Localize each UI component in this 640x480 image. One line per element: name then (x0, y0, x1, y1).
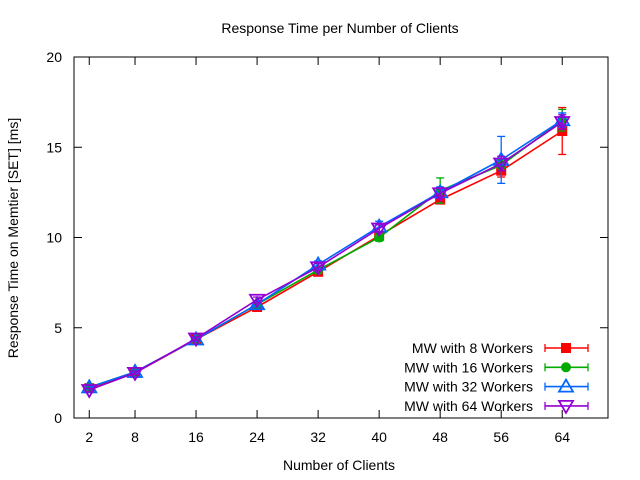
legend-item: MW with 16 Workers (404, 359, 589, 375)
x-tick-label: 56 (493, 429, 509, 445)
chart-title: Response Time per Number of Clients (221, 20, 458, 36)
x-tick-label: 48 (432, 429, 448, 445)
x-tick-label: 24 (249, 429, 265, 445)
data-point (370, 222, 388, 238)
legend-label: MW with 32 Workers (404, 379, 533, 395)
legend-label: MW with 16 Workers (404, 359, 533, 375)
data-point (187, 332, 205, 348)
data-point (248, 295, 266, 311)
y-tick-label: 20 (46, 49, 62, 65)
legend: MW with 8 Workers MW with 16 Workers MW wi… (404, 340, 589, 415)
y-axis-label: Response Time on Memtier [SET] [ms] (5, 118, 21, 358)
x-axis-label: Number of Clients (283, 457, 395, 473)
legend-item: MW with 32 Workers (404, 377, 589, 395)
x-tick-label: 64 (554, 429, 570, 445)
legend-swatch-marker (561, 362, 571, 373)
x-tick-label: 2 (85, 429, 93, 445)
axis-ticks (74, 56, 608, 419)
data-point (80, 384, 98, 399)
legend-item: MW with 64 Workers (404, 398, 589, 415)
x-tick-label: 16 (188, 429, 204, 445)
legend-label: MW with 8 Workers (412, 340, 533, 356)
legend-swatch-marker (557, 399, 575, 415)
data-point (126, 366, 144, 382)
tick-labels: 2 8 16 24 32 40 48 56 64 0 5 10 15 20 (46, 49, 570, 445)
y-tick-label: 0 (54, 410, 62, 426)
y-tick-label: 15 (46, 139, 62, 155)
legend-item: MW with 8 Workers (412, 340, 589, 356)
data-point (374, 232, 385, 243)
y-tick-label: 10 (46, 230, 62, 246)
data-point (309, 261, 327, 277)
data-point (431, 187, 449, 203)
x-tick-label: 40 (371, 429, 387, 445)
x-tick-label: 32 (310, 429, 326, 445)
series-4 (80, 114, 571, 399)
data-point (248, 293, 266, 309)
legend-label: MW with 64 Workers (404, 398, 533, 414)
y-tick-label: 5 (54, 320, 62, 336)
legend-swatch-marker (557, 377, 575, 393)
plot-frame (73, 56, 609, 419)
data-point (492, 157, 510, 173)
data-point (553, 116, 571, 131)
x-tick-label: 8 (131, 429, 139, 445)
legend-swatch-marker (561, 343, 571, 353)
series-layer (80, 106, 571, 399)
